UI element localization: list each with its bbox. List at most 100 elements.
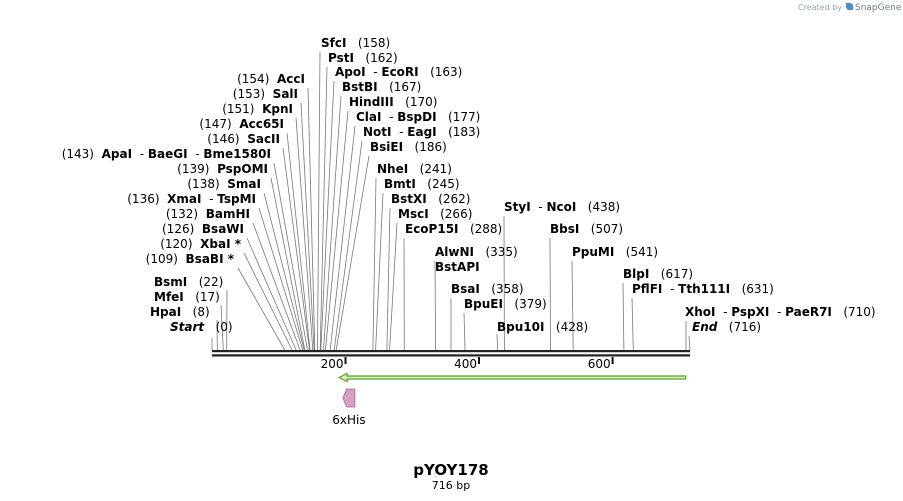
site-position: (541) [614, 245, 658, 259]
site-label-msci[interactable]: MscI (266) [398, 207, 472, 221]
site-label-bpuei[interactable]: BpuEI (379) [464, 297, 547, 311]
site-label-clai-bspdi[interactable]: ClaI - BspDI (177) [356, 110, 480, 124]
site-label-xhoi-pspxi-paer7i[interactable]: XhoI - PspXI - PaeR7I (710) [685, 305, 876, 319]
site-label-sacii[interactable]: (146) SacII [207, 132, 280, 146]
site-label-ppumi[interactable]: PpuMI (541) [572, 245, 658, 259]
ruler-label-400: 400 [454, 357, 477, 371]
site-label-bstxi[interactable]: BstXI (262) [391, 192, 470, 206]
leader-bsiei [335, 155, 370, 351]
site-position: (138) [187, 177, 227, 191]
leader-smai [263, 192, 305, 351]
enzyme-name-alwni: AlwNI [435, 245, 474, 259]
enzyme-name-xbai: XbaI * [200, 237, 242, 251]
orf-arrow[interactable] [337, 372, 687, 383]
site-position: (262) [427, 192, 471, 206]
site-label-bstbi[interactable]: BstBI (167) [342, 80, 421, 94]
site-label-hpai[interactable]: HpaI (8) [150, 305, 210, 319]
site-label-bbsi[interactable]: BbsI (507) [550, 222, 623, 236]
site-label-smai[interactable]: (138) SmaI [187, 177, 261, 191]
enzyme-name-pspomi: PspOMI [217, 162, 268, 176]
enzyme-name-blpi: BlpI [623, 267, 649, 281]
site-label-bstapi[interactable]: BstAPI [435, 260, 480, 274]
plasmid-name: pYOY178 [413, 461, 488, 479]
site-label-alwni[interactable]: AlwNI (335) [435, 245, 518, 259]
feature-6xhis[interactable] [342, 388, 356, 408]
site-label-ecop15i[interactable]: EcoP15I (288) [405, 222, 502, 236]
enzyme-separator: - [716, 305, 732, 319]
site-position: (167) [378, 80, 422, 94]
enzyme-name-ppumi: PpuMI [572, 245, 614, 259]
site-label-bsai[interactable]: BsaI (358) [451, 282, 524, 296]
enzyme-name-paer7i: PaeR7I [785, 305, 832, 319]
site-label-xbai[interactable]: (120) XbaI * [160, 237, 241, 251]
credit-brand: SnapGene [855, 3, 902, 13]
leader-bpuei [463, 312, 466, 351]
site-position: (22) [187, 275, 223, 289]
site-label-kpni[interactable]: (151) KpnI [222, 102, 293, 116]
site-label-hindiii[interactable]: HindIII (170) [349, 95, 437, 109]
site-label-sali[interactable]: (153) SalI [233, 87, 298, 101]
site-label-pspomi[interactable]: (139) PspOMI [177, 162, 268, 176]
leader-mfei [220, 304, 224, 351]
site-label-bsabi[interactable]: (109) BsaBI * [146, 252, 235, 266]
site-position: (163) [419, 65, 463, 79]
site-position: (438) [576, 200, 620, 214]
enzyme-separator: - [381, 110, 397, 124]
site-label-acc65i[interactable]: (147) Acc65I [199, 117, 284, 131]
site-label-apai-baegi-bme1580i[interactable]: (143) ApaI - BaeGI - Bme1580I [62, 147, 271, 161]
leader-kpni [295, 117, 314, 351]
enzyme-name-bbsi: BbsI [550, 222, 579, 236]
enzyme-name-bsmi: BsmI [154, 275, 187, 289]
site-label-xmai-tspmi[interactable]: (136) XmaI - TspMI [127, 192, 256, 206]
site-label-sfci[interactable]: SfcI (158) [321, 36, 390, 50]
site-label-bamhi[interactable]: (132) BamHI [166, 207, 250, 221]
site-label-noti-eagi[interactable]: NotI - EagI (183) [363, 125, 480, 139]
site-label-bsiei[interactable]: BsiEI (186) [370, 140, 447, 154]
feature-label-6xhis: 6xHis [332, 413, 365, 427]
site-label-bsawi[interactable]: (126) BsaWI [162, 222, 244, 236]
site-label-mfei[interactable]: MfeI (17) [154, 290, 220, 304]
leader-clai-bspdi [329, 125, 356, 351]
ruler-tick-200 [344, 357, 347, 364]
enzyme-name-bmti: BmtI [384, 177, 416, 191]
leader-pspomi [270, 177, 306, 351]
enzyme-name-hindiii: HindIII [349, 95, 394, 109]
leader-pflfi-tth111i [631, 297, 634, 351]
enzyme-name-acc65i: Acc65I [239, 117, 284, 131]
enzyme-name-msci: MscI [398, 207, 429, 221]
site-label-bpu10i[interactable]: Bpu10I (428) [497, 320, 588, 334]
site-position: (162) [354, 51, 398, 65]
site-position: (17) [184, 290, 220, 304]
enzyme-name-bsawi: BsaWI [202, 222, 244, 236]
site-label-styi-ncoi[interactable]: StyI - NcoI (438) [504, 200, 620, 214]
site-position: (170) [394, 95, 438, 109]
site-position: (154) [237, 72, 277, 86]
enzyme-name-smai: SmaI [227, 177, 261, 191]
site-label-apoi-ecori[interactable]: ApoI - EcoRI (163) [335, 65, 462, 79]
site-label-bsmi[interactable]: BsmI (22) [154, 275, 223, 289]
site-position: (241) [408, 162, 452, 176]
enzyme-name-pspxi: PspXI [731, 305, 769, 319]
site-label-psti[interactable]: PstI (162) [328, 51, 398, 65]
enzyme-name-xmai: XmaI [167, 192, 201, 206]
enzyme-name-bpuei: BpuEI [464, 297, 503, 311]
snapgene-credit[interactable]: Created by SnapGene [798, 3, 902, 13]
site-position: (146) [207, 132, 247, 146]
enzyme-name-hpai: HpaI [150, 305, 181, 319]
site-label-blpi[interactable]: BlpI (617) [623, 267, 693, 281]
site-label-acci[interactable]: (154) AccI [237, 72, 305, 86]
site-label-end[interactable]: End (716) [692, 320, 761, 334]
leader-msci [389, 222, 398, 351]
enzyme-name-psti: PstI [328, 51, 354, 65]
leader-bbsi [549, 237, 551, 351]
features[interactable]: 6xHis [332, 372, 687, 428]
site-label-pflfi-tth111i[interactable]: PflFI - Tth111I (631) [632, 282, 774, 296]
enzyme-name-end: End [692, 320, 718, 334]
site-position: (8) [181, 305, 209, 319]
site-label-start[interactable]: Start (0) [170, 320, 233, 334]
site-label-nhei[interactable]: NheI (241) [377, 162, 452, 176]
site-label-bmti[interactable]: BmtI (245) [384, 177, 460, 191]
enzyme-name-eagi: EagI [407, 125, 436, 139]
enzyme-separator: - [366, 65, 382, 79]
